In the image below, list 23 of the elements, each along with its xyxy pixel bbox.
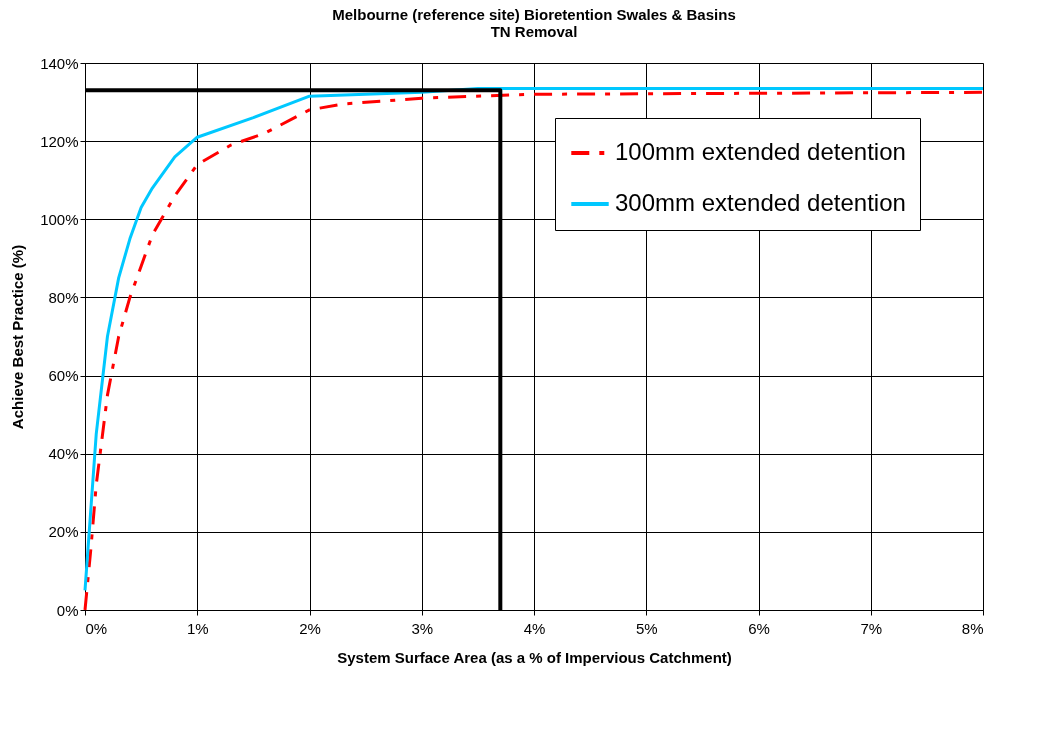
text: TN Removal — [490, 23, 578, 40]
x-tick-label: 6% — [748, 619, 770, 637]
y-tick-label: 20% — [48, 523, 79, 541]
x-tick-label: 1% — [186, 619, 209, 637]
x-axis-title: System Surface Area (as a % of Impervious Catchment) — [337, 648, 732, 666]
y-axis-title: Achieve Best Practice (%) — [9, 244, 27, 430]
legend-label: 300mm extended detention — [615, 189, 906, 216]
x-tick-label: 4% — [523, 619, 546, 637]
x-tick-label: 7% — [860, 619, 883, 637]
y-tick-label: 80% — [48, 288, 79, 306]
y-tick-label: 140% — [40, 54, 79, 72]
legend-label: 100mm extended detention — [615, 138, 906, 165]
x-tick-label: 5% — [635, 619, 658, 637]
x-tick-label: 0% — [85, 619, 108, 637]
text: Melbourne (reference site) Bioretention Swales & Basins — [332, 6, 736, 23]
y-tick-label: 60% — [48, 367, 79, 385]
y-tick-label: 40% — [48, 445, 79, 463]
y-tick-label: 120% — [40, 132, 79, 150]
x-tick-label: 8% — [961, 619, 984, 637]
x-tick-label: 3% — [411, 619, 434, 637]
y-tick-label: 0% — [56, 601, 79, 619]
x-tick-label: 2% — [299, 619, 321, 637]
y-tick-label: 100% — [40, 210, 79, 228]
